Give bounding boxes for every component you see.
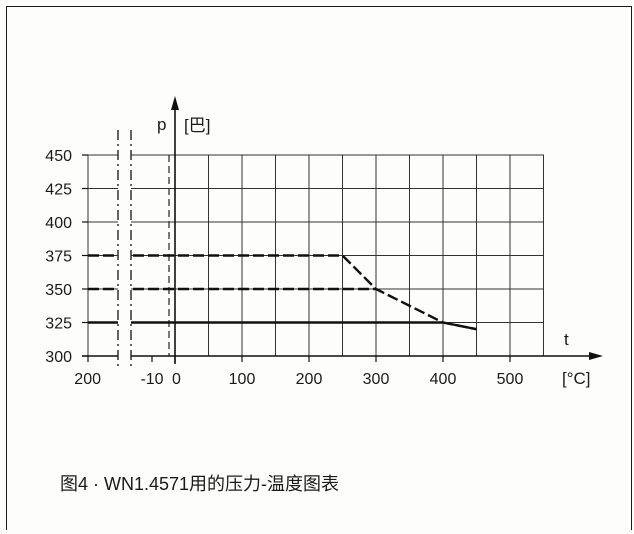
axis-break-gap (118, 130, 131, 370)
x-tick-label: 300 (363, 371, 390, 388)
chart-series (88, 254, 477, 331)
y-tick-label: 375 (45, 249, 72, 266)
chart-labels: p [巴] t [°C] 300 325 350 375 400 425 450 200 -10… (45, 115, 590, 388)
x-tick-label: 100 (229, 371, 256, 388)
figure-frame (6, 6, 632, 530)
y-tick-label: 450 (45, 148, 72, 165)
x-axis-label: t (564, 330, 569, 349)
y-tick-label: 325 (45, 316, 72, 333)
series-line-1 (88, 254, 477, 331)
x-tick-label: 200 (74, 371, 101, 388)
x-axis-arrow (589, 352, 603, 360)
x-tick-label: 200 (296, 371, 323, 388)
x-tick-label: -10 (140, 371, 163, 388)
y-tick-label: 350 (45, 282, 72, 299)
series-line-3 (88, 321, 477, 331)
y-tick-label: 400 (45, 215, 72, 232)
y-tick-label: 300 (45, 349, 72, 366)
chart-axes (82, 96, 603, 370)
y-axis-arrow (171, 96, 179, 110)
y-axis-label: p (157, 115, 166, 134)
y-axis-unit: [巴] (184, 116, 210, 135)
x-axis-unit: [°C] (562, 369, 591, 388)
figure-caption: 图4 · WN1.4571用的压力-温度图表 (60, 474, 340, 494)
x-tick-label: 500 (497, 371, 524, 388)
y-tick-label: 425 (45, 182, 72, 199)
x-tick-label: 0 (172, 371, 181, 388)
x-tick-label: 400 (430, 371, 457, 388)
